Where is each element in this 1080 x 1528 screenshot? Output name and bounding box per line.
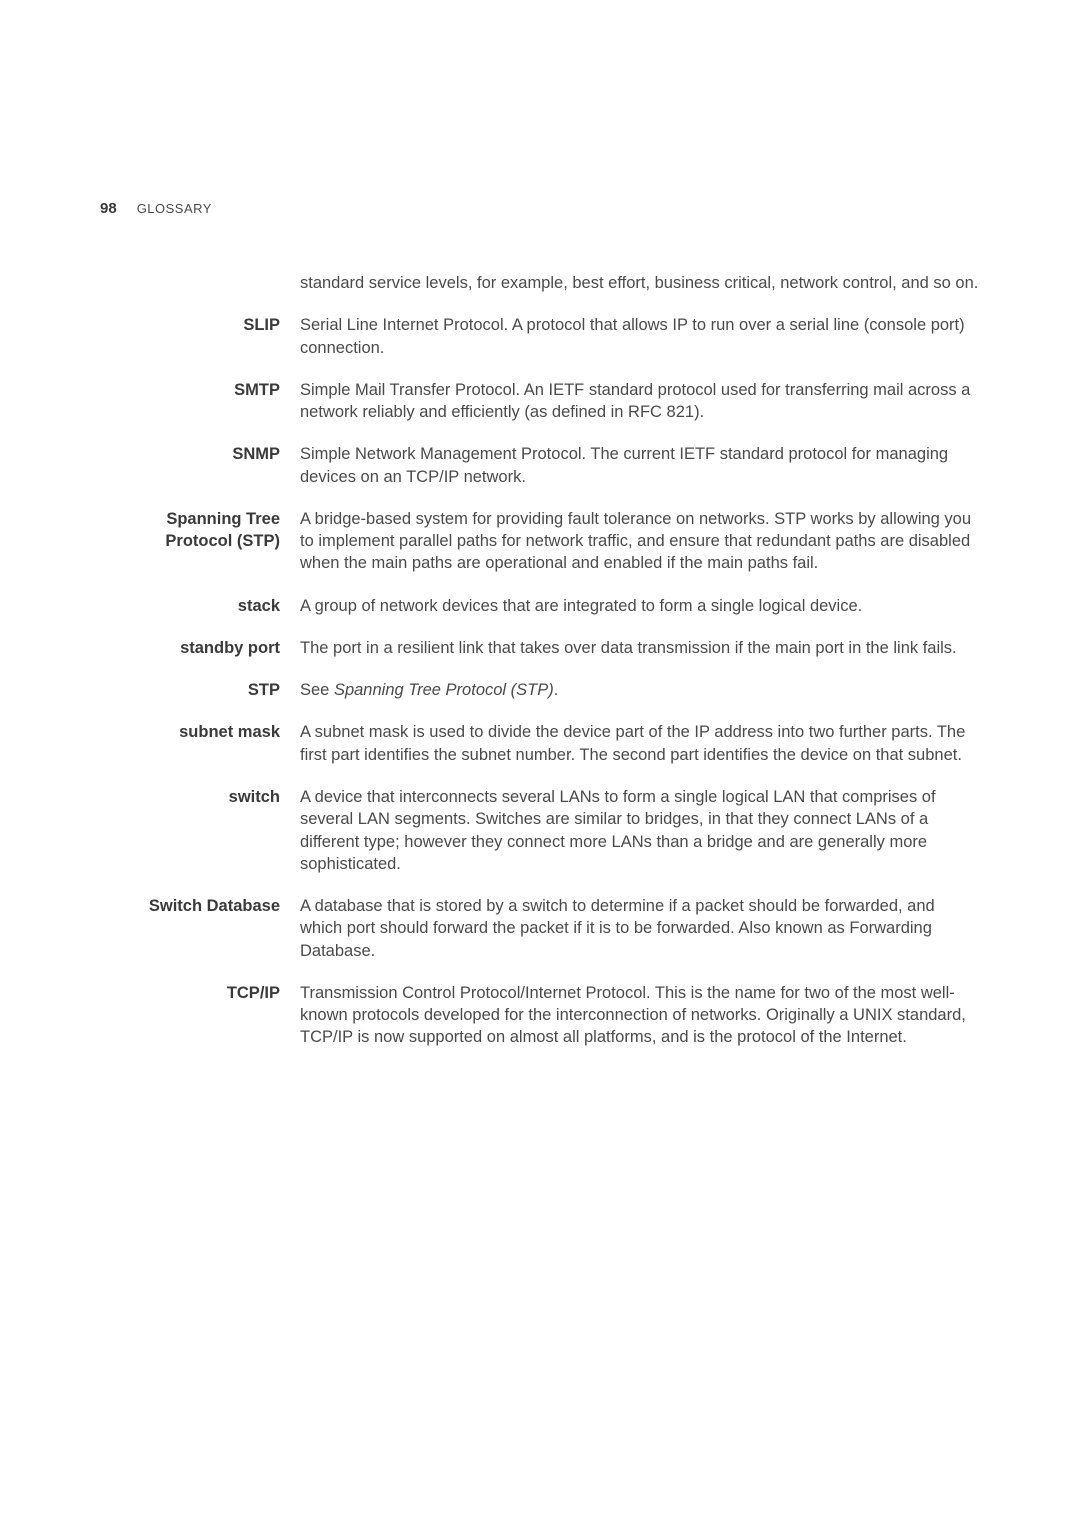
glossary-definition: A subnet mask is used to divide the devi… (300, 723, 965, 763)
definition-italic: Spanning Tree Protocol (STP) (334, 681, 554, 699)
term-column: SMTP (100, 379, 300, 424)
term-column: standby port (100, 637, 300, 659)
term-column: SLIP (100, 314, 300, 359)
term-column: TCP/IP (100, 982, 300, 1049)
glossary-term: Switch Database (149, 897, 280, 915)
term-column: STP (100, 679, 300, 701)
definition-column: A bridge-based system for providing faul… (300, 508, 980, 575)
glossary-term: SNMP (232, 445, 280, 463)
term-column: switch (100, 786, 300, 875)
definition-column: See Spanning Tree Protocol (STP). (300, 679, 980, 701)
glossary-entry: stack A group of network devices that ar… (100, 595, 980, 617)
glossary-definition: Transmission Control Protocol/Internet P… (300, 984, 966, 1047)
glossary-definition: See Spanning Tree Protocol (STP). (300, 681, 558, 699)
glossary-definition: A database that is stored by a switch to… (300, 897, 935, 960)
page-header: 98 GLOSSARY (100, 200, 980, 217)
definition-column: Simple Mail Transfer Protocol. An IETF s… (300, 379, 980, 424)
definition-prefix: See (300, 681, 334, 699)
glossary-entry: standby port The port in a resilient lin… (100, 637, 980, 659)
definition-column: A subnet mask is used to divide the devi… (300, 721, 980, 766)
glossary-entry: SNMP Simple Network Management Protocol.… (100, 443, 980, 488)
definition-suffix: . (554, 681, 559, 699)
glossary-term: TCP/IP (227, 984, 280, 1002)
glossary-definition: The port in a resilient link that takes … (300, 639, 957, 657)
glossary-term: SMTP (234, 381, 280, 399)
glossary-entry: switch A device that interconnects sever… (100, 786, 980, 875)
glossary-entry: subnet mask A subnet mask is used to div… (100, 721, 980, 766)
definition-column: Serial Line Internet Protocol. A protoco… (300, 314, 980, 359)
glossary-definition: A group of network devices that are inte… (300, 597, 862, 615)
term-column: SNMP (100, 443, 300, 488)
section-name: GLOSSARY (137, 201, 212, 216)
glossary-definition: Serial Line Internet Protocol. A protoco… (300, 316, 965, 356)
glossary-term: STP (248, 681, 280, 699)
glossary-term: Spanning Tree Protocol (STP) (165, 510, 280, 550)
definition-column: The port in a resilient link that takes … (300, 637, 980, 659)
glossary-entry: Switch Database A database that is store… (100, 895, 980, 962)
glossary-entry: SMTP Simple Mail Transfer Protocol. An I… (100, 379, 980, 424)
term-column: Switch Database (100, 895, 300, 962)
term-column: Spanning Tree Protocol (STP) (100, 508, 300, 575)
intro-text: standard service levels, for example, be… (300, 272, 980, 294)
glossary-entry: STP See Spanning Tree Protocol (STP). (100, 679, 980, 701)
definition-column: Simple Network Management Protocol. The … (300, 443, 980, 488)
page-number: 98 (100, 200, 117, 217)
definition-column: Transmission Control Protocol/Internet P… (300, 982, 980, 1049)
glossary-entry: SLIP Serial Line Internet Protocol. A pr… (100, 314, 980, 359)
glossary-definition: Simple Network Management Protocol. The … (300, 445, 948, 485)
glossary-entry: Spanning Tree Protocol (STP) A bridge-ba… (100, 508, 980, 575)
glossary-term: standby port (180, 639, 280, 657)
definition-column: A device that interconnects several LANs… (300, 786, 980, 875)
definition-column: A database that is stored by a switch to… (300, 895, 980, 962)
glossary-definition: Simple Mail Transfer Protocol. An IETF s… (300, 381, 970, 421)
glossary-term: switch (229, 788, 280, 806)
term-column: stack (100, 595, 300, 617)
glossary-term: subnet mask (179, 723, 280, 741)
definition-column: A group of network devices that are inte… (300, 595, 980, 617)
glossary-term: SLIP (243, 316, 280, 334)
glossary-entry: TCP/IP Transmission Control Protocol/Int… (100, 982, 980, 1049)
glossary-definition: A device that interconnects several LANs… (300, 788, 936, 873)
term-column: subnet mask (100, 721, 300, 766)
glossary-definition: A bridge-based system for providing faul… (300, 510, 971, 573)
glossary-term: stack (238, 597, 280, 615)
